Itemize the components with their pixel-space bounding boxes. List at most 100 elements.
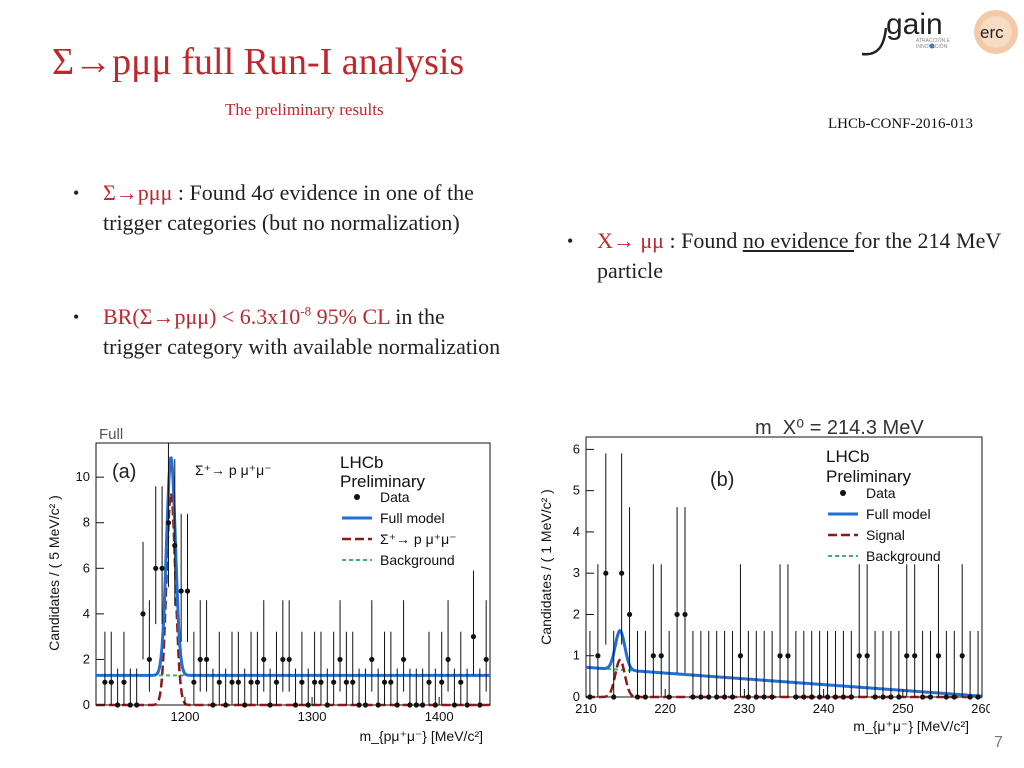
bullet-decay-label: Σ→pμμ bbox=[103, 180, 173, 205]
x-tick-label: 1300 bbox=[298, 709, 327, 724]
x-tick-label: 260 bbox=[971, 701, 990, 716]
bullet-dot: • bbox=[567, 231, 574, 251]
data-point bbox=[165, 520, 172, 526]
legend-label: Background bbox=[380, 552, 455, 568]
data-point bbox=[619, 570, 625, 576]
x-tick-label: 250 bbox=[892, 701, 914, 716]
y-tick-label: 0 bbox=[83, 697, 90, 712]
data-point bbox=[611, 694, 617, 700]
chart-b-header: m_X⁰ = 214.3 MeV bbox=[755, 417, 924, 439]
legend-label: Σ⁺→ p μ⁺μ⁻ bbox=[380, 531, 457, 547]
data-point bbox=[658, 653, 664, 659]
legend-label: Signal bbox=[866, 527, 905, 543]
chart-a-ylabel: Candidates / ( 5 MeV/c² ) bbox=[46, 495, 62, 651]
data-point bbox=[959, 653, 965, 659]
data-point bbox=[178, 588, 184, 594]
data-point bbox=[388, 679, 394, 685]
data-point bbox=[650, 653, 656, 659]
x-tick-label: 1400 bbox=[425, 709, 454, 724]
y-tick-label: 4 bbox=[573, 524, 580, 539]
data-point bbox=[464, 702, 470, 708]
logo-erc-text: erc bbox=[980, 23, 1004, 42]
data-point bbox=[666, 694, 672, 700]
bullet-branching-ratio: • BR(Σ→pμμ) < 6.3x10-8 95% CL in the tri… bbox=[73, 302, 503, 362]
data-point bbox=[785, 653, 791, 659]
data-point bbox=[134, 702, 140, 708]
data-point bbox=[682, 611, 688, 618]
chart-a-frame bbox=[95, 442, 491, 706]
y-tick-label: 10 bbox=[76, 469, 90, 484]
data-point bbox=[690, 694, 696, 700]
x-tick-label: 210 bbox=[575, 701, 597, 716]
bullet-text: in the trigger category with available n… bbox=[103, 304, 501, 359]
data-point bbox=[753, 694, 759, 700]
data-point bbox=[140, 611, 146, 617]
data-point bbox=[235, 679, 241, 685]
data-point bbox=[312, 679, 318, 685]
chart-b-experiment: LHCb bbox=[826, 447, 869, 466]
chart-b-x-to-mumu: m_X⁰ = 214.3 MeV 210 220 230 240 250 260 0 1 2 3 4… bbox=[538, 417, 990, 734]
data-point bbox=[197, 656, 203, 663]
data-point bbox=[975, 694, 981, 700]
page-number: 7 bbox=[994, 734, 1003, 751]
data-point bbox=[904, 653, 910, 659]
data-point bbox=[737, 653, 744, 659]
data-point bbox=[832, 694, 839, 700]
data-point bbox=[809, 694, 815, 700]
data-point bbox=[356, 702, 362, 708]
data-point bbox=[943, 694, 949, 700]
chart-b-panel-label: (b) bbox=[710, 469, 734, 491]
data-point bbox=[445, 656, 451, 663]
legend-label: Background bbox=[866, 548, 941, 564]
data-point bbox=[840, 694, 846, 700]
chart-a-panel-label: (a) bbox=[112, 461, 136, 483]
legend-label: Data bbox=[866, 485, 896, 501]
data-point bbox=[426, 679, 432, 685]
data-point bbox=[375, 702, 381, 708]
bullet-x-search: • X→ μμ : Found no evidence for the 214 … bbox=[567, 226, 1017, 286]
svg-text:ATRACCIÓN E: ATRACCIÓN E bbox=[916, 37, 950, 44]
bullet-text-end: for the 214 MeV particle bbox=[597, 228, 1001, 283]
data-point bbox=[817, 694, 823, 700]
gain-erc-logo: gain ATRACCIÓN E INNOVACIÓN erc bbox=[861, 8, 1018, 56]
data-point bbox=[967, 694, 973, 700]
bullet-evidence: • Σ→pμμ : Found 4σ evidence in one of th… bbox=[73, 178, 493, 238]
page-title: Σ→pμμ full Run-I analysis bbox=[52, 41, 465, 83]
legend-label: Full model bbox=[380, 510, 445, 526]
chart-a-preliminary: Preliminary bbox=[340, 472, 426, 491]
data-point bbox=[273, 679, 280, 685]
data-point bbox=[951, 694, 957, 700]
data-point bbox=[864, 653, 870, 659]
full-model-curve bbox=[585, 629, 983, 698]
y-tick-label: 2 bbox=[573, 606, 580, 621]
data-point bbox=[477, 702, 483, 708]
data-point bbox=[912, 653, 918, 659]
data-point bbox=[634, 694, 641, 700]
bullet-text: : Found 4σ evidence in one of the trigge… bbox=[103, 180, 474, 235]
data-point bbox=[793, 694, 799, 700]
chart-b-preliminary: Preliminary bbox=[826, 467, 912, 486]
page-subtitle: The preliminary results bbox=[225, 100, 384, 119]
conference-reference: LHCb-CONF-2016-013 bbox=[828, 116, 973, 132]
data-point bbox=[920, 694, 926, 700]
data-point bbox=[350, 679, 356, 685]
data-point bbox=[184, 588, 191, 594]
data-point bbox=[153, 565, 159, 571]
bullet-text: : Found bbox=[663, 228, 743, 253]
data-point bbox=[318, 679, 324, 685]
data-point bbox=[439, 679, 445, 685]
data-point bbox=[286, 656, 292, 663]
data-point bbox=[216, 679, 222, 685]
data-point bbox=[343, 679, 349, 685]
data-point bbox=[848, 694, 854, 700]
data-point bbox=[769, 694, 775, 700]
legend-marker-data bbox=[354, 494, 360, 500]
chart-a-xlabel: m_{pμ⁺μ⁻} [MeV/c²] bbox=[359, 728, 483, 744]
bullet-decay-label: X→ μμ bbox=[597, 228, 664, 253]
data-point bbox=[880, 694, 886, 700]
data-point bbox=[292, 702, 299, 708]
legend-label: Data bbox=[380, 489, 410, 505]
data-point bbox=[432, 702, 438, 708]
data-point bbox=[714, 694, 720, 700]
y-tick-label: 2 bbox=[83, 651, 90, 666]
